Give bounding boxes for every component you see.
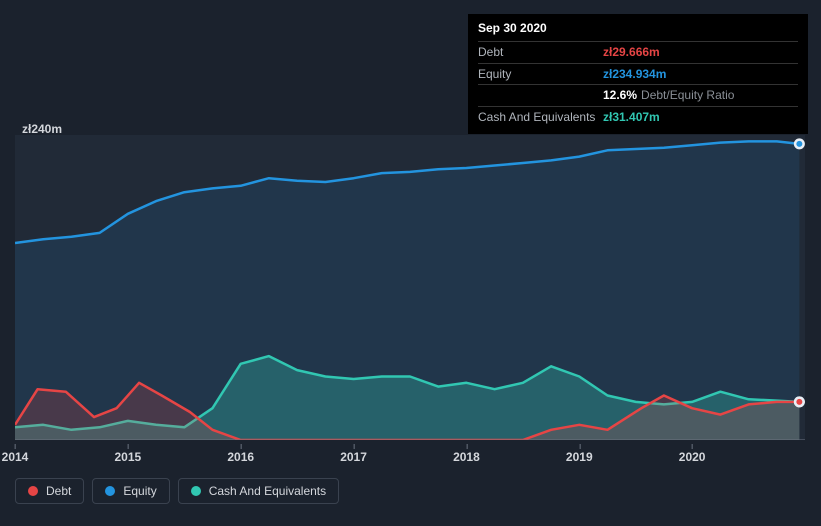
legend-dot — [105, 486, 115, 496]
legend-dot — [28, 486, 38, 496]
tooltip-ratio-value: 12.6% — [603, 88, 637, 102]
legend-item[interactable]: Cash And Equivalents — [178, 478, 339, 504]
x-tick: 2016 — [227, 450, 254, 464]
tooltip-ratio-label: Debt/Equity Ratio — [641, 88, 734, 102]
tooltip-label — [478, 87, 603, 104]
tooltip-date: Sep 30 2020 — [478, 20, 798, 42]
x-tick: 2018 — [453, 450, 480, 464]
tooltip-label: Debt — [478, 44, 603, 61]
x-tick: 2019 — [566, 450, 593, 464]
tooltip-value: zł234.934m — [603, 66, 666, 83]
legend-label: Equity — [123, 484, 156, 498]
tooltip-value: zł29.666m — [603, 44, 660, 61]
legend-item[interactable]: Debt — [15, 478, 84, 504]
x-tick: 2017 — [340, 450, 367, 464]
chart-container: Sep 30 2020 Debt zł29.666m Equity zł234.… — [0, 0, 821, 526]
chart-svg — [15, 135, 805, 440]
tooltip-row-equity: Equity zł234.934m — [478, 64, 798, 86]
legend-item[interactable]: Equity — [92, 478, 169, 504]
tooltip-row-cash: Cash And Equivalents zł31.407m — [478, 107, 798, 128]
x-tick: 2015 — [114, 450, 141, 464]
x-tick: 2014 — [2, 450, 29, 464]
x-axis: 2014201520162017201820192020 — [15, 444, 805, 470]
tooltip-label: Equity — [478, 66, 603, 83]
legend-label: Cash And Equivalents — [209, 484, 326, 498]
x-tick: 2020 — [679, 450, 706, 464]
legend: Debt Equity Cash And Equivalents — [15, 478, 339, 504]
tooltip-value: zł31.407m — [603, 109, 660, 126]
y-axis-label-top: zł240m — [22, 122, 62, 136]
tooltip-label: Cash And Equivalents — [478, 109, 603, 126]
tooltip-row-debt: Debt zł29.666m — [478, 42, 798, 64]
hover-tooltip: Sep 30 2020 Debt zł29.666m Equity zł234.… — [468, 14, 808, 134]
legend-label: Debt — [46, 484, 71, 498]
tooltip-row-ratio: 12.6% Debt/Equity Ratio — [478, 85, 798, 107]
legend-dot — [191, 486, 201, 496]
chart-plot[interactable] — [15, 135, 805, 440]
